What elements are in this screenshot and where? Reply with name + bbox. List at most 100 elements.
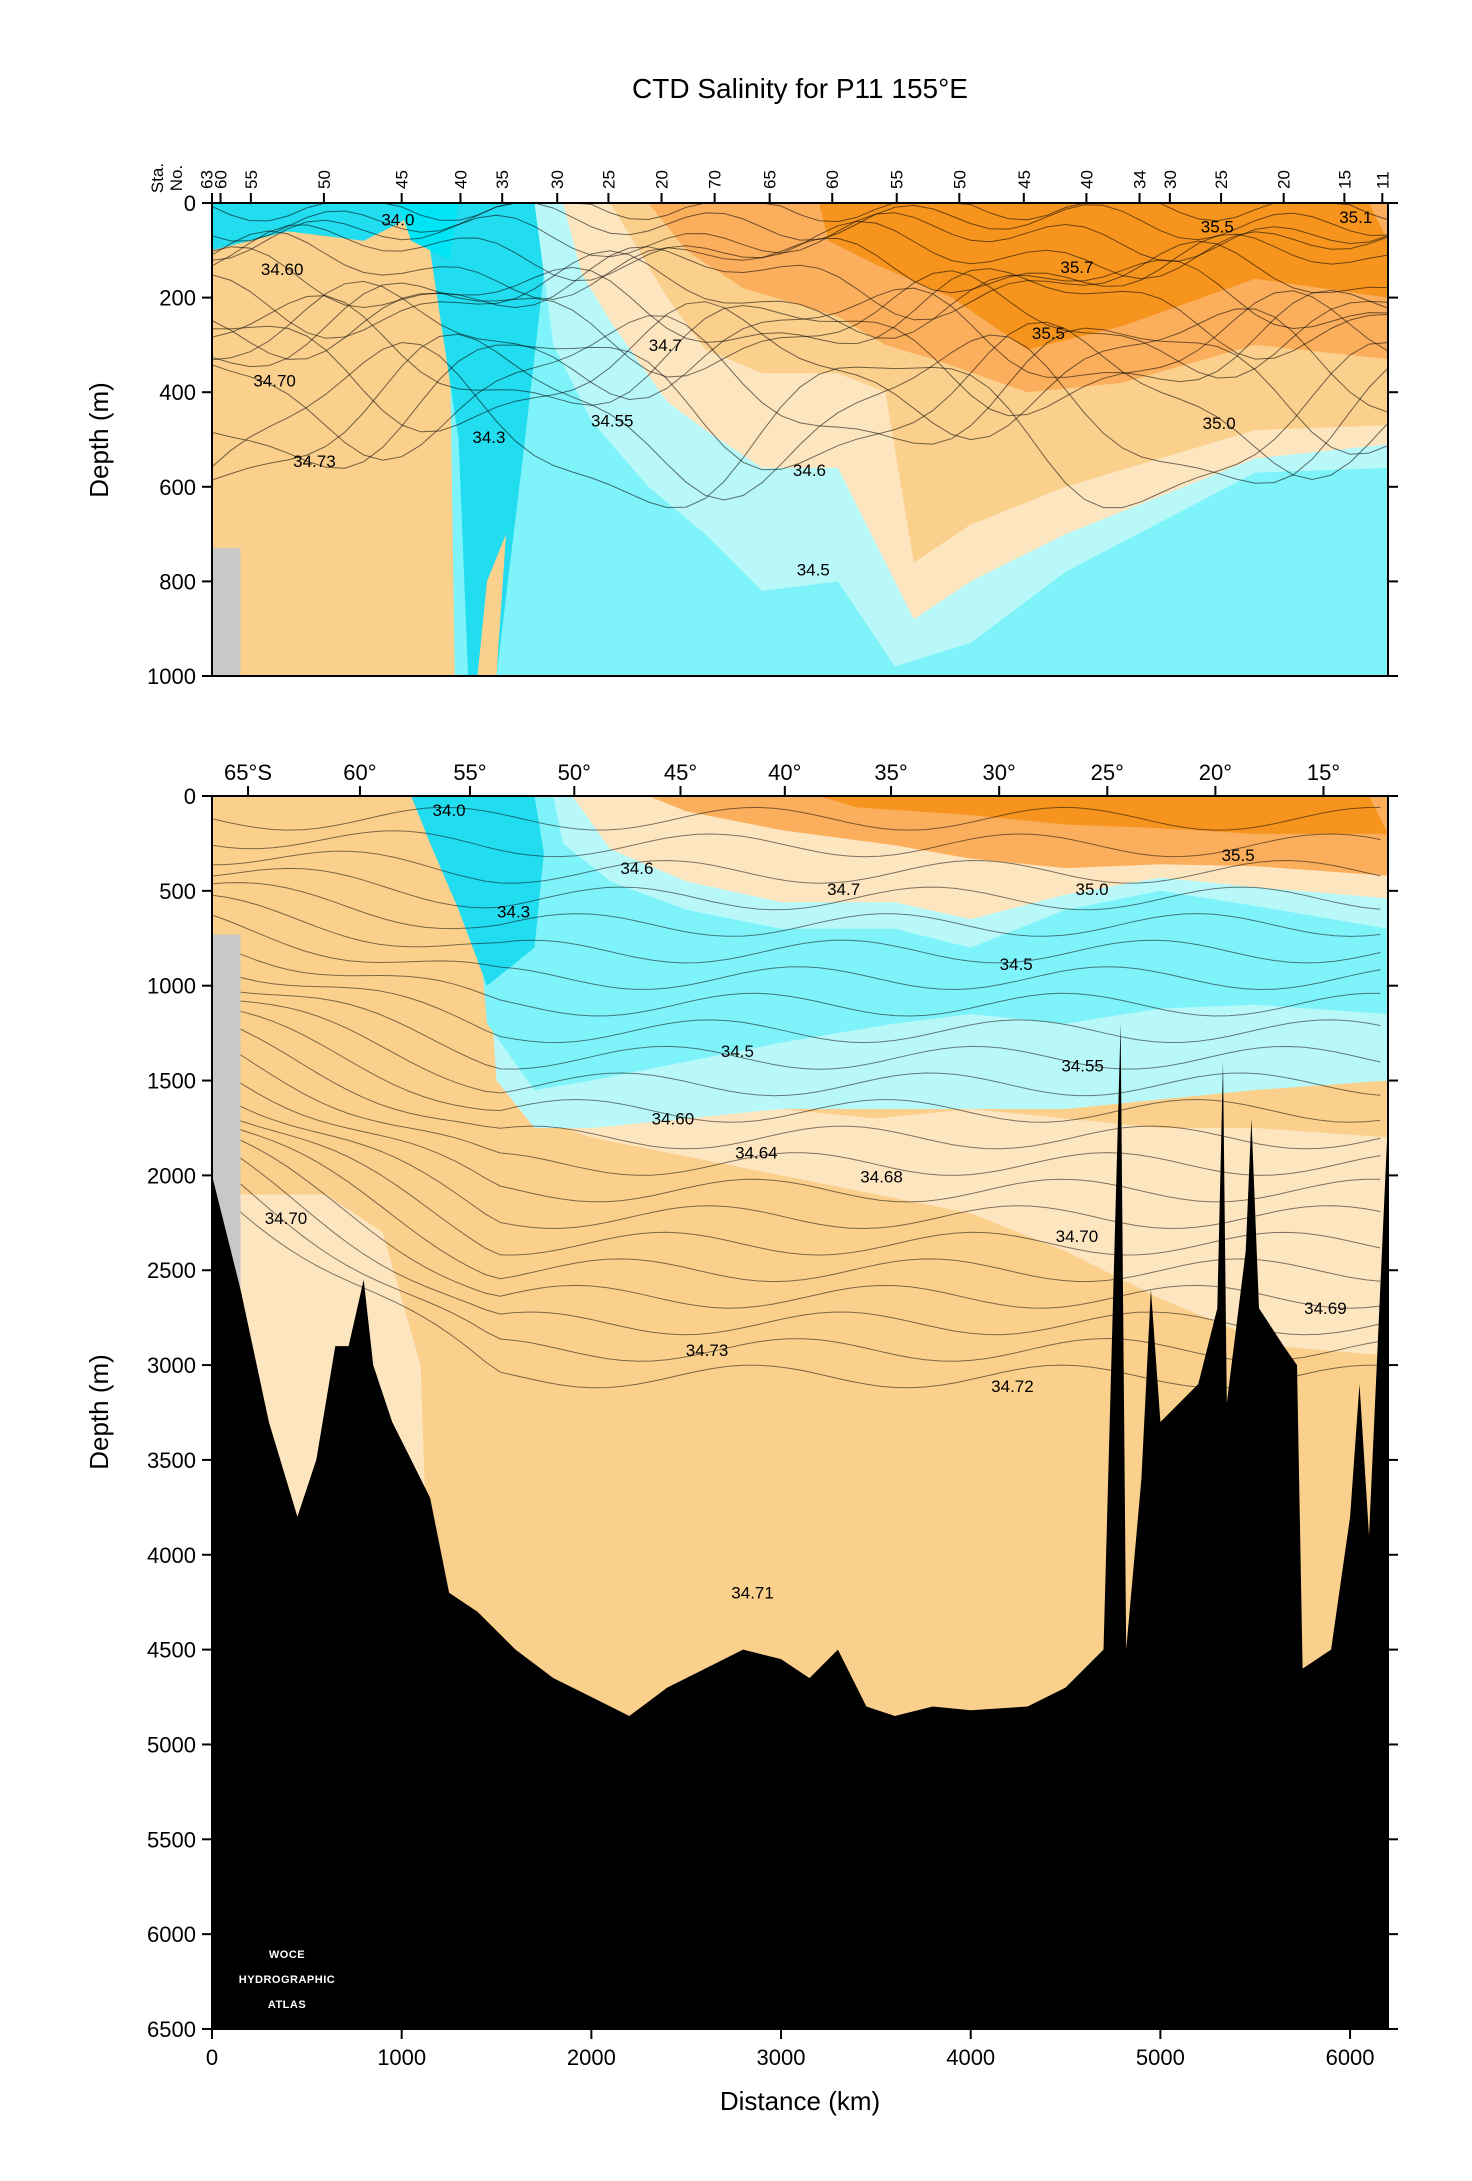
upper-isohaline-6 — [212, 240, 1388, 321]
station-axis-label-line2: No. — [167, 165, 186, 191]
station-number: 45 — [1015, 170, 1034, 189]
lower-y-tick-label: 6500 — [147, 2017, 196, 2042]
station-number: 60 — [212, 170, 231, 189]
latitude-label: 55° — [453, 760, 486, 785]
contour-label: 34.55 — [591, 412, 634, 431]
contour-label: 34.0 — [381, 211, 414, 230]
lower-isohaline-10 — [212, 986, 1381, 1070]
lower-isohaline-3 — [212, 850, 1381, 884]
lower-isohaline-6 — [212, 894, 1381, 964]
lower-isohaline-9 — [212, 967, 1381, 1044]
upper-isohaline-3 — [212, 212, 1388, 262]
contour-label: 35.7 — [1060, 258, 1093, 277]
station-number: 40 — [1077, 170, 1096, 189]
station-number: 50 — [315, 170, 334, 189]
contour-label: 34.70 — [1056, 1227, 1099, 1246]
lower-y-tick-label: 6000 — [147, 1922, 196, 1947]
upper-isohaline-13 — [212, 315, 1388, 461]
latitude-label: 30° — [983, 760, 1016, 785]
station-number: 20 — [653, 170, 672, 189]
contour-label: 35.5 — [1032, 324, 1065, 343]
latitude-label: 40° — [768, 760, 801, 785]
lower-y-axis: 0 500 1000 1500 2000 2500 3000 3500 4000 4500 5000… — [147, 784, 1398, 2042]
contour-label: 35.0 — [1203, 414, 1236, 433]
upper-isohaline-8 — [212, 266, 1388, 360]
contour-label: 34.64 — [735, 1144, 778, 1163]
lower-upper-very-salt — [819, 796, 1388, 834]
station-number: 25 — [1212, 170, 1231, 189]
contour-label: 34.5 — [721, 1042, 754, 1061]
latitude-label: 60° — [343, 760, 376, 785]
lower-isohaline-17 — [212, 1109, 1381, 1256]
station-number: 65 — [761, 170, 780, 189]
station-number: 35 — [493, 170, 512, 189]
upper-y-tick-label: 0 — [184, 191, 196, 216]
lower-isohaline-16 — [212, 1090, 1381, 1230]
lower-isohaline-21 — [212, 1159, 1381, 1362]
upper-y-tick-label: 400 — [159, 380, 196, 405]
contour-label: 34.7 — [649, 336, 682, 355]
upper-y-axis: 0 200 400 600 800 1000 — [147, 191, 1398, 689]
logo-line-2: HYDROGRAPHIC — [239, 1974, 335, 1986]
lower-plot-area — [212, 796, 1388, 2029]
lower-y-tick-label: 5500 — [147, 1827, 196, 1852]
station-number: 55 — [888, 170, 907, 189]
contour-label: 34.55 — [1061, 1056, 1104, 1075]
lower-isohaline-22 — [212, 1186, 1381, 1389]
lower-panel: 34.0 35.5 34.6 34.7 35.0 34.3 34.5 34.5 34.55 34.… — [84, 760, 1398, 2116]
station-number: 34 — [1131, 170, 1150, 189]
lower-y-tick-label: 2000 — [147, 1163, 196, 1188]
contour-label: 34.3 — [472, 428, 505, 447]
lower-isohaline-7 — [212, 914, 1381, 991]
latitude-label: 25° — [1091, 760, 1124, 785]
lower-y-axis-title: Depth (m) — [84, 1354, 114, 1470]
upper-antarctic-fresh-wedge — [212, 203, 421, 251]
lower-y-tick-label: 3000 — [147, 1353, 196, 1378]
station-axis-label-line1: Sta. — [148, 163, 167, 193]
station-number: 40 — [451, 170, 470, 189]
lower-isohaline-13 — [212, 1017, 1381, 1150]
x-axis-title: Distance (km) — [720, 2086, 880, 2116]
lower-y-tick-label: 4500 — [147, 1638, 196, 1663]
station-number: 60 — [823, 170, 842, 189]
upper-isohaline-5 — [212, 230, 1388, 300]
contour-label: 34.73 — [686, 1341, 729, 1360]
station-number: 70 — [706, 170, 725, 189]
logo-line-3: ATLAS — [268, 1999, 306, 2011]
contour-label: 34.69 — [1304, 1299, 1347, 1318]
latitude-label: 15° — [1307, 760, 1340, 785]
upper-isohaline-9 — [212, 270, 1388, 379]
station-number: 25 — [599, 170, 618, 189]
lower-isohaline-19 — [212, 1127, 1381, 1309]
upper-isohaline-12 — [212, 301, 1388, 441]
x-tick-label: 1000 — [377, 2045, 426, 2070]
upper-no-data — [212, 548, 241, 676]
upper-isohaline-16 — [212, 341, 1388, 509]
lower-y-tick-label: 5000 — [147, 1732, 196, 1757]
contour-label: 34.70 — [253, 371, 296, 390]
lower-isohaline-20 — [212, 1139, 1381, 1336]
contour-label: 34.60 — [652, 1109, 695, 1128]
lower-frame — [211, 795, 1389, 2030]
contour-label: 34.3 — [497, 903, 530, 922]
station-number: 30 — [548, 170, 567, 189]
upper-contour-labels: 34.0 35.5 35.1 34.60 35.7 35.5 34.7 34.70 34.55 3… — [253, 208, 1372, 579]
contour-label: 34.0 — [433, 801, 466, 820]
upper-isohaline-15 — [212, 333, 1388, 501]
latitude-label: 35° — [874, 760, 907, 785]
lower-y-tick-label: 500 — [159, 879, 196, 904]
contour-label: 34.68 — [860, 1167, 903, 1186]
station-number: 20 — [1275, 170, 1294, 189]
contour-label: 34.73 — [293, 452, 336, 471]
lower-y-tick-label: 0 — [184, 784, 196, 809]
contour-label: 34.6 — [620, 859, 653, 878]
contour-label: 35.5 — [1201, 218, 1234, 237]
latitude-label: 50° — [558, 760, 591, 785]
contour-label: 34.70 — [265, 1209, 308, 1228]
upper-y-axis-title: Depth (m) — [84, 382, 114, 498]
station-number: 15 — [1335, 170, 1354, 189]
sea-floor — [212, 1023, 1388, 2029]
